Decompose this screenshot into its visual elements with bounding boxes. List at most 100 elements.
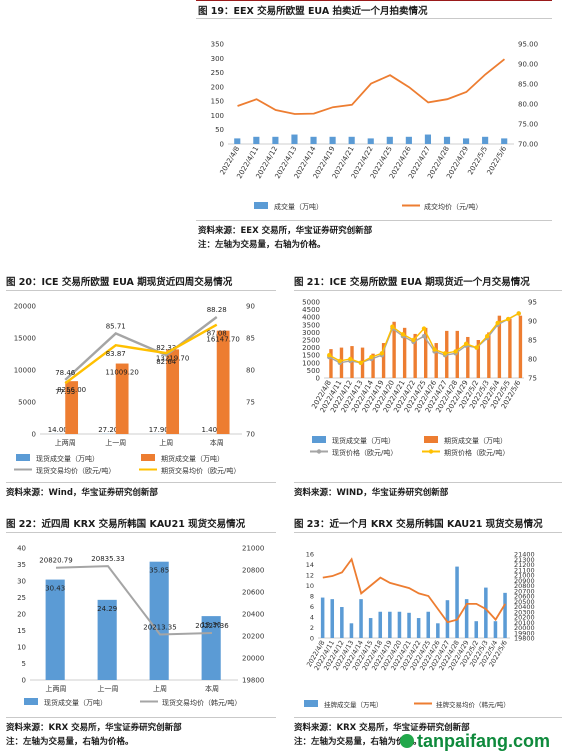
bar [340,607,344,638]
line-data-label: 85.71 [106,322,126,330]
bar [476,340,481,378]
fig20-source: 资料来源：Wind，华宝证券研究创新部 [6,488,158,498]
right-tick-label: 19800 [514,635,535,643]
left-tick-label: 8 [310,593,314,601]
bar [348,136,355,144]
right-tick-label: 90.00 [518,61,538,69]
bar [371,353,375,378]
x-tick-label: 上两周 [46,684,67,693]
left-tick-label: 5000 [18,399,36,407]
bar [455,566,459,638]
line-point [411,337,416,343]
left-tick-label: 200 [211,83,224,91]
left-tick-label: 50 [215,126,224,134]
bar [291,134,298,144]
legend-label: 现货成交量（万吨） [332,436,395,445]
right-tick-label: 21100 [514,566,535,574]
right-tick-label: 20000 [242,655,264,663]
right-tick-label: 85 [246,335,255,343]
bar [484,587,488,638]
bar [272,136,279,144]
bar [349,623,354,638]
bar [97,599,117,680]
legend-label: 现货成交量（万吨） [36,454,99,463]
bar [416,618,421,638]
right-tick-label: 20600 [514,593,535,601]
left-tick-label: 10 [306,582,314,590]
left-tick-label: 10 [17,644,26,652]
bar [367,138,374,144]
bar-data-label: 35.85 [149,567,169,575]
fig20-panel: 图 20：ICE 交易所欧盟 EUA 期现货近四周交易情况 0 5000 10000… [6,272,276,504]
legend-label: 挂牌成交量（万吨） [324,700,383,709]
right-tick-label: 21200 [514,561,535,569]
bar [487,332,491,378]
legend-swatch [254,202,268,209]
right-tick-label: 20800 [514,582,535,590]
right-tick-label: 80 [528,356,537,364]
line-data-label: 78.46 [55,369,76,377]
line-data-label: 88.28 [207,306,227,314]
bar [378,611,383,638]
right-tick-label: 75.00 [518,121,538,129]
bar [503,592,507,638]
series-line [322,557,506,624]
bar [234,138,241,144]
left-tick-label: 500 [307,367,320,375]
right-tick-label: 21400 [514,551,535,559]
line-point [474,345,479,350]
bar [405,136,412,144]
bar [310,136,317,144]
bar [402,327,407,378]
legend-label: 期货成交量（万吨） [161,454,224,463]
bar [253,136,260,144]
legend-label: 期货交易均价（欧元/吨） [161,466,240,475]
bar [320,597,325,638]
bar [407,612,411,638]
fig23-title-rule [294,532,562,533]
left-tick-label: 16 [306,551,314,559]
line-point [421,334,427,339]
right-tick-label: 21000 [242,545,264,553]
left-tick-label: 2 [310,624,314,632]
right-tick-label: 85.00 [518,81,538,89]
line-point [327,353,332,358]
left-tick-label: 300 [211,55,224,63]
bar-data-label: 19.36 [201,621,222,629]
bar [388,611,392,638]
line-point [453,349,458,354]
bar [466,336,470,378]
right-tick-label: 20900 [514,577,535,585]
line-point [442,351,448,356]
left-tick-label: 3500 [302,321,320,329]
bar [474,621,479,638]
bar-data-label: 16147.70 [206,336,239,344]
left-tick-label: 10000 [14,367,36,375]
fig19-title: 图 19：EEX 交易所欧盟 EUA 拍卖近一个月拍卖情况 [198,6,428,17]
legend-swatch [304,700,318,707]
line-data-label: 87.08 [207,330,227,338]
fig19-bottom-rule [196,220,552,221]
left-tick-label: 25 [17,594,26,602]
line-point [358,360,364,365]
left-tick-label: 0 [32,431,36,439]
bar [508,318,512,378]
right-tick-label: 80.00 [518,101,538,109]
fig23-note: 注：左轴为交易量，右轴为价格。 [294,737,422,747]
left-tick-label: 30 [17,578,26,586]
fig21-panel: 图 21：ICE 交易所欧盟 EUA 期现货近一个月交易情况 0 500 1000 1… [294,272,562,504]
left-tick-label: 5000 [302,299,320,307]
legend-label: 期货价格（欧元/吨） [444,448,509,457]
x-tick-label: 上周 [159,438,173,447]
x-tick-label: 上周 [153,684,167,693]
right-tick-label: 85 [528,337,537,345]
fig19-note: 注：左轴为交易量，右轴为价格。 [198,240,326,250]
bar [462,138,470,144]
bar-data-label: 17.90 [149,426,169,434]
left-tick-label: 5 [22,660,26,668]
bar [443,136,451,144]
fig20-title: 图 20：ICE 交易所欧盟 EUA 期现货近四周交易情况 [6,277,233,288]
bar [330,599,335,638]
fig21-title-rule [294,290,562,291]
bar [501,138,508,144]
